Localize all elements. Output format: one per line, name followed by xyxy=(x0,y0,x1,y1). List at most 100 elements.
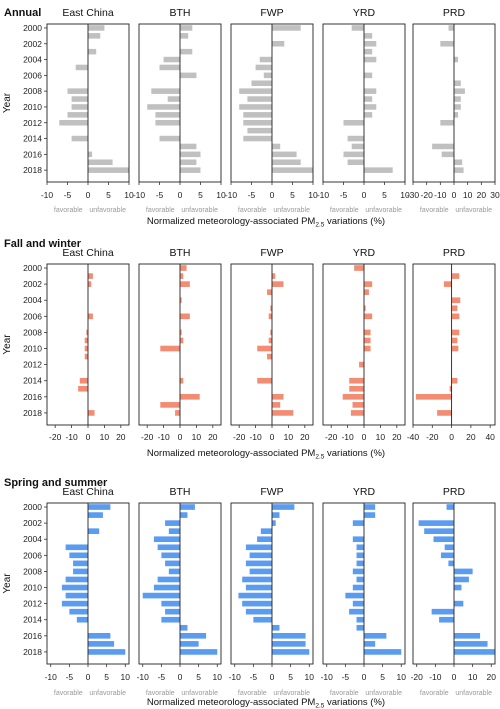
bar-2008 xyxy=(454,568,473,575)
bar-2006 xyxy=(88,313,93,320)
panel-title: BTH xyxy=(170,247,191,259)
x-tick-label: 0 xyxy=(178,672,183,682)
bar-2015 xyxy=(272,624,280,631)
bar-2018 xyxy=(272,167,313,173)
bar-2008 xyxy=(180,329,182,336)
bar-2005 xyxy=(245,544,272,551)
x-tick-label: -10 xyxy=(137,672,150,682)
bar-2009 xyxy=(356,576,364,583)
favorable-label: favorable xyxy=(238,207,267,214)
x-tick-label: 20 xyxy=(300,432,310,442)
bar-2008 xyxy=(364,88,377,94)
bar-2014 xyxy=(76,616,88,623)
panel-title: PRD xyxy=(443,7,466,19)
x-tick-label: 10 xyxy=(216,190,226,200)
x-tick-label: -20 xyxy=(141,432,154,442)
x-tick-label: 10 xyxy=(100,432,110,442)
bar-2007 xyxy=(448,560,454,567)
bar-2000 xyxy=(364,504,376,510)
x-tick-label: 10 xyxy=(400,190,410,200)
bar-2018 xyxy=(364,167,393,173)
year-tick-label: 2010 xyxy=(23,102,42,112)
bar-2008 xyxy=(249,568,272,575)
bar-2003 xyxy=(267,289,272,295)
bar-2018 xyxy=(437,410,452,416)
bar-2014 xyxy=(159,135,180,142)
bar-2006 xyxy=(268,313,272,320)
bar-2011 xyxy=(243,112,272,118)
section-heading: Spring and summer xyxy=(4,477,108,489)
year-tick-label: 2012 xyxy=(23,599,42,609)
year-tick-label: 2016 xyxy=(23,392,42,402)
bar-2001 xyxy=(88,512,103,518)
favorable-label: favorable xyxy=(54,690,83,697)
x-tick-label: -10 xyxy=(45,672,58,682)
bar-2016 xyxy=(272,151,297,158)
panel-title: YRD xyxy=(353,7,376,19)
bar-2014 xyxy=(257,377,272,384)
bar-2004 xyxy=(259,56,272,63)
bar-2012 xyxy=(440,119,454,126)
bar-2004 xyxy=(451,297,461,304)
panel-bth: BTH -20 -10 0 10 20 xyxy=(138,247,222,442)
year-tick-label: 2006 xyxy=(23,311,42,321)
bar-2003 xyxy=(88,528,100,534)
x-tick-label: -10 xyxy=(65,432,78,442)
bar-2005 xyxy=(444,544,454,551)
bar-2008 xyxy=(364,329,371,336)
x-tick-label: 0 xyxy=(452,672,457,682)
year-tick-label: 2002 xyxy=(23,518,42,528)
unfavorable-label: unfavorable xyxy=(89,690,126,697)
bar-2006 xyxy=(440,552,454,559)
x-tick-label: 20 xyxy=(392,432,402,442)
bar-2000 xyxy=(180,265,187,271)
bar-2007 xyxy=(165,560,180,567)
year-tick-label: 2018 xyxy=(23,408,42,418)
bar-2017 xyxy=(272,159,301,166)
favorable-label: favorable xyxy=(420,690,449,697)
bar-2016 xyxy=(454,633,481,639)
bar-2011 xyxy=(345,592,364,599)
bar-2008 xyxy=(73,568,88,575)
x-tick-label: 5 xyxy=(382,190,387,200)
x-tick-label: -10 xyxy=(249,432,262,442)
unfavorable-label: unfavorable xyxy=(181,690,218,697)
panel-prd: PRD -20 -10 0 10 20 favorable unfavorable xyxy=(411,486,497,697)
x-tick-label: 10 xyxy=(213,672,223,682)
year-tick-label: 2000 xyxy=(23,502,42,512)
x-tick-label: -10 xyxy=(434,190,447,200)
bar-2006 xyxy=(364,313,373,320)
bar-2006 xyxy=(356,552,364,559)
bar-2002 xyxy=(364,281,373,287)
x-tick-label: -10 xyxy=(429,672,442,682)
favorable-label: favorable xyxy=(330,207,359,214)
bar-2014 xyxy=(253,616,272,623)
x-tick-label: -10 xyxy=(157,432,170,442)
favorable-label: favorable xyxy=(238,690,267,697)
bar-2006 xyxy=(249,552,272,559)
bar-2007 xyxy=(356,560,364,567)
bar-2014 xyxy=(71,135,88,142)
panel-frame xyxy=(412,263,496,426)
bar-2002 xyxy=(165,520,180,526)
bar-2002 xyxy=(88,281,92,287)
bar-2018 xyxy=(175,410,180,416)
year-tick-label: 2004 xyxy=(23,55,42,65)
panel-bth: BTH -10 -5 0 5 10 favorable unfavorable xyxy=(137,486,223,697)
bar-2016 xyxy=(415,394,452,400)
bar-2004 xyxy=(352,536,364,543)
x-tick-label: -5 xyxy=(158,672,166,682)
panel-east-china: East China -10 -5 0 5 10 favorable unfavorable xyxy=(41,7,134,214)
bar-2017 xyxy=(364,641,376,647)
bar-2001 xyxy=(180,512,188,518)
bar-2002 xyxy=(443,281,452,287)
bar-2006 xyxy=(263,72,272,79)
bar-2015 xyxy=(432,143,454,150)
bar-2010 xyxy=(451,345,459,352)
bar-2009 xyxy=(84,337,88,344)
x-tick-label: -10 xyxy=(317,190,330,200)
unfavorable-label: unfavorable xyxy=(365,690,402,697)
bar-2000 xyxy=(272,25,301,31)
bar-2017 xyxy=(454,641,488,647)
